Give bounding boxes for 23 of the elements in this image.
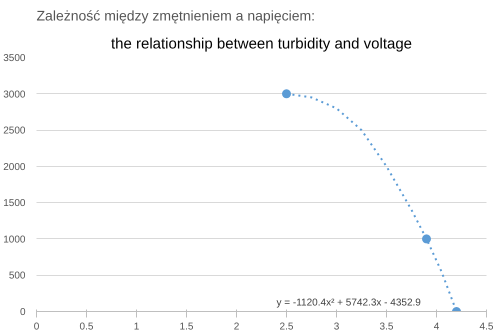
y-tick-label: 3500 (3, 53, 26, 64)
y-tick-label: 500 (8, 270, 26, 282)
x-tick-label: 0.5 (80, 322, 94, 332)
x-tick-label: 1.5 (180, 322, 194, 332)
x-tick-label: 4.5 (480, 322, 494, 332)
x-tick-label: 2.5 (280, 322, 294, 332)
chart-title: the relationship between turbidity and voltage (110, 36, 412, 52)
text: Zależność między zmętnieniem a napięciem: (36, 8, 316, 24)
point (282, 89, 291, 98)
y-tick-label: 3000 (3, 89, 26, 100)
y-tick-label: 1500 (3, 198, 26, 210)
x-tick-label: 1 (134, 322, 140, 332)
point (422, 234, 431, 244)
x-tick-label: 3.5 (380, 322, 394, 332)
x-tick-label: 4 (434, 322, 440, 332)
y-tick-label: 2000 (3, 162, 26, 173)
annotation: y = -1120.4x² + 5742.3x - 4352.9 (276, 298, 422, 309)
y-tick-label: 2500 (3, 126, 26, 137)
x-tick-label: 3 (334, 322, 340, 332)
y-tick-label: 1000 (3, 234, 26, 246)
x-tick-label: 0 (34, 322, 40, 332)
y-tick-label: 0 (20, 307, 26, 318)
x-tick-label: 2 (234, 322, 240, 332)
